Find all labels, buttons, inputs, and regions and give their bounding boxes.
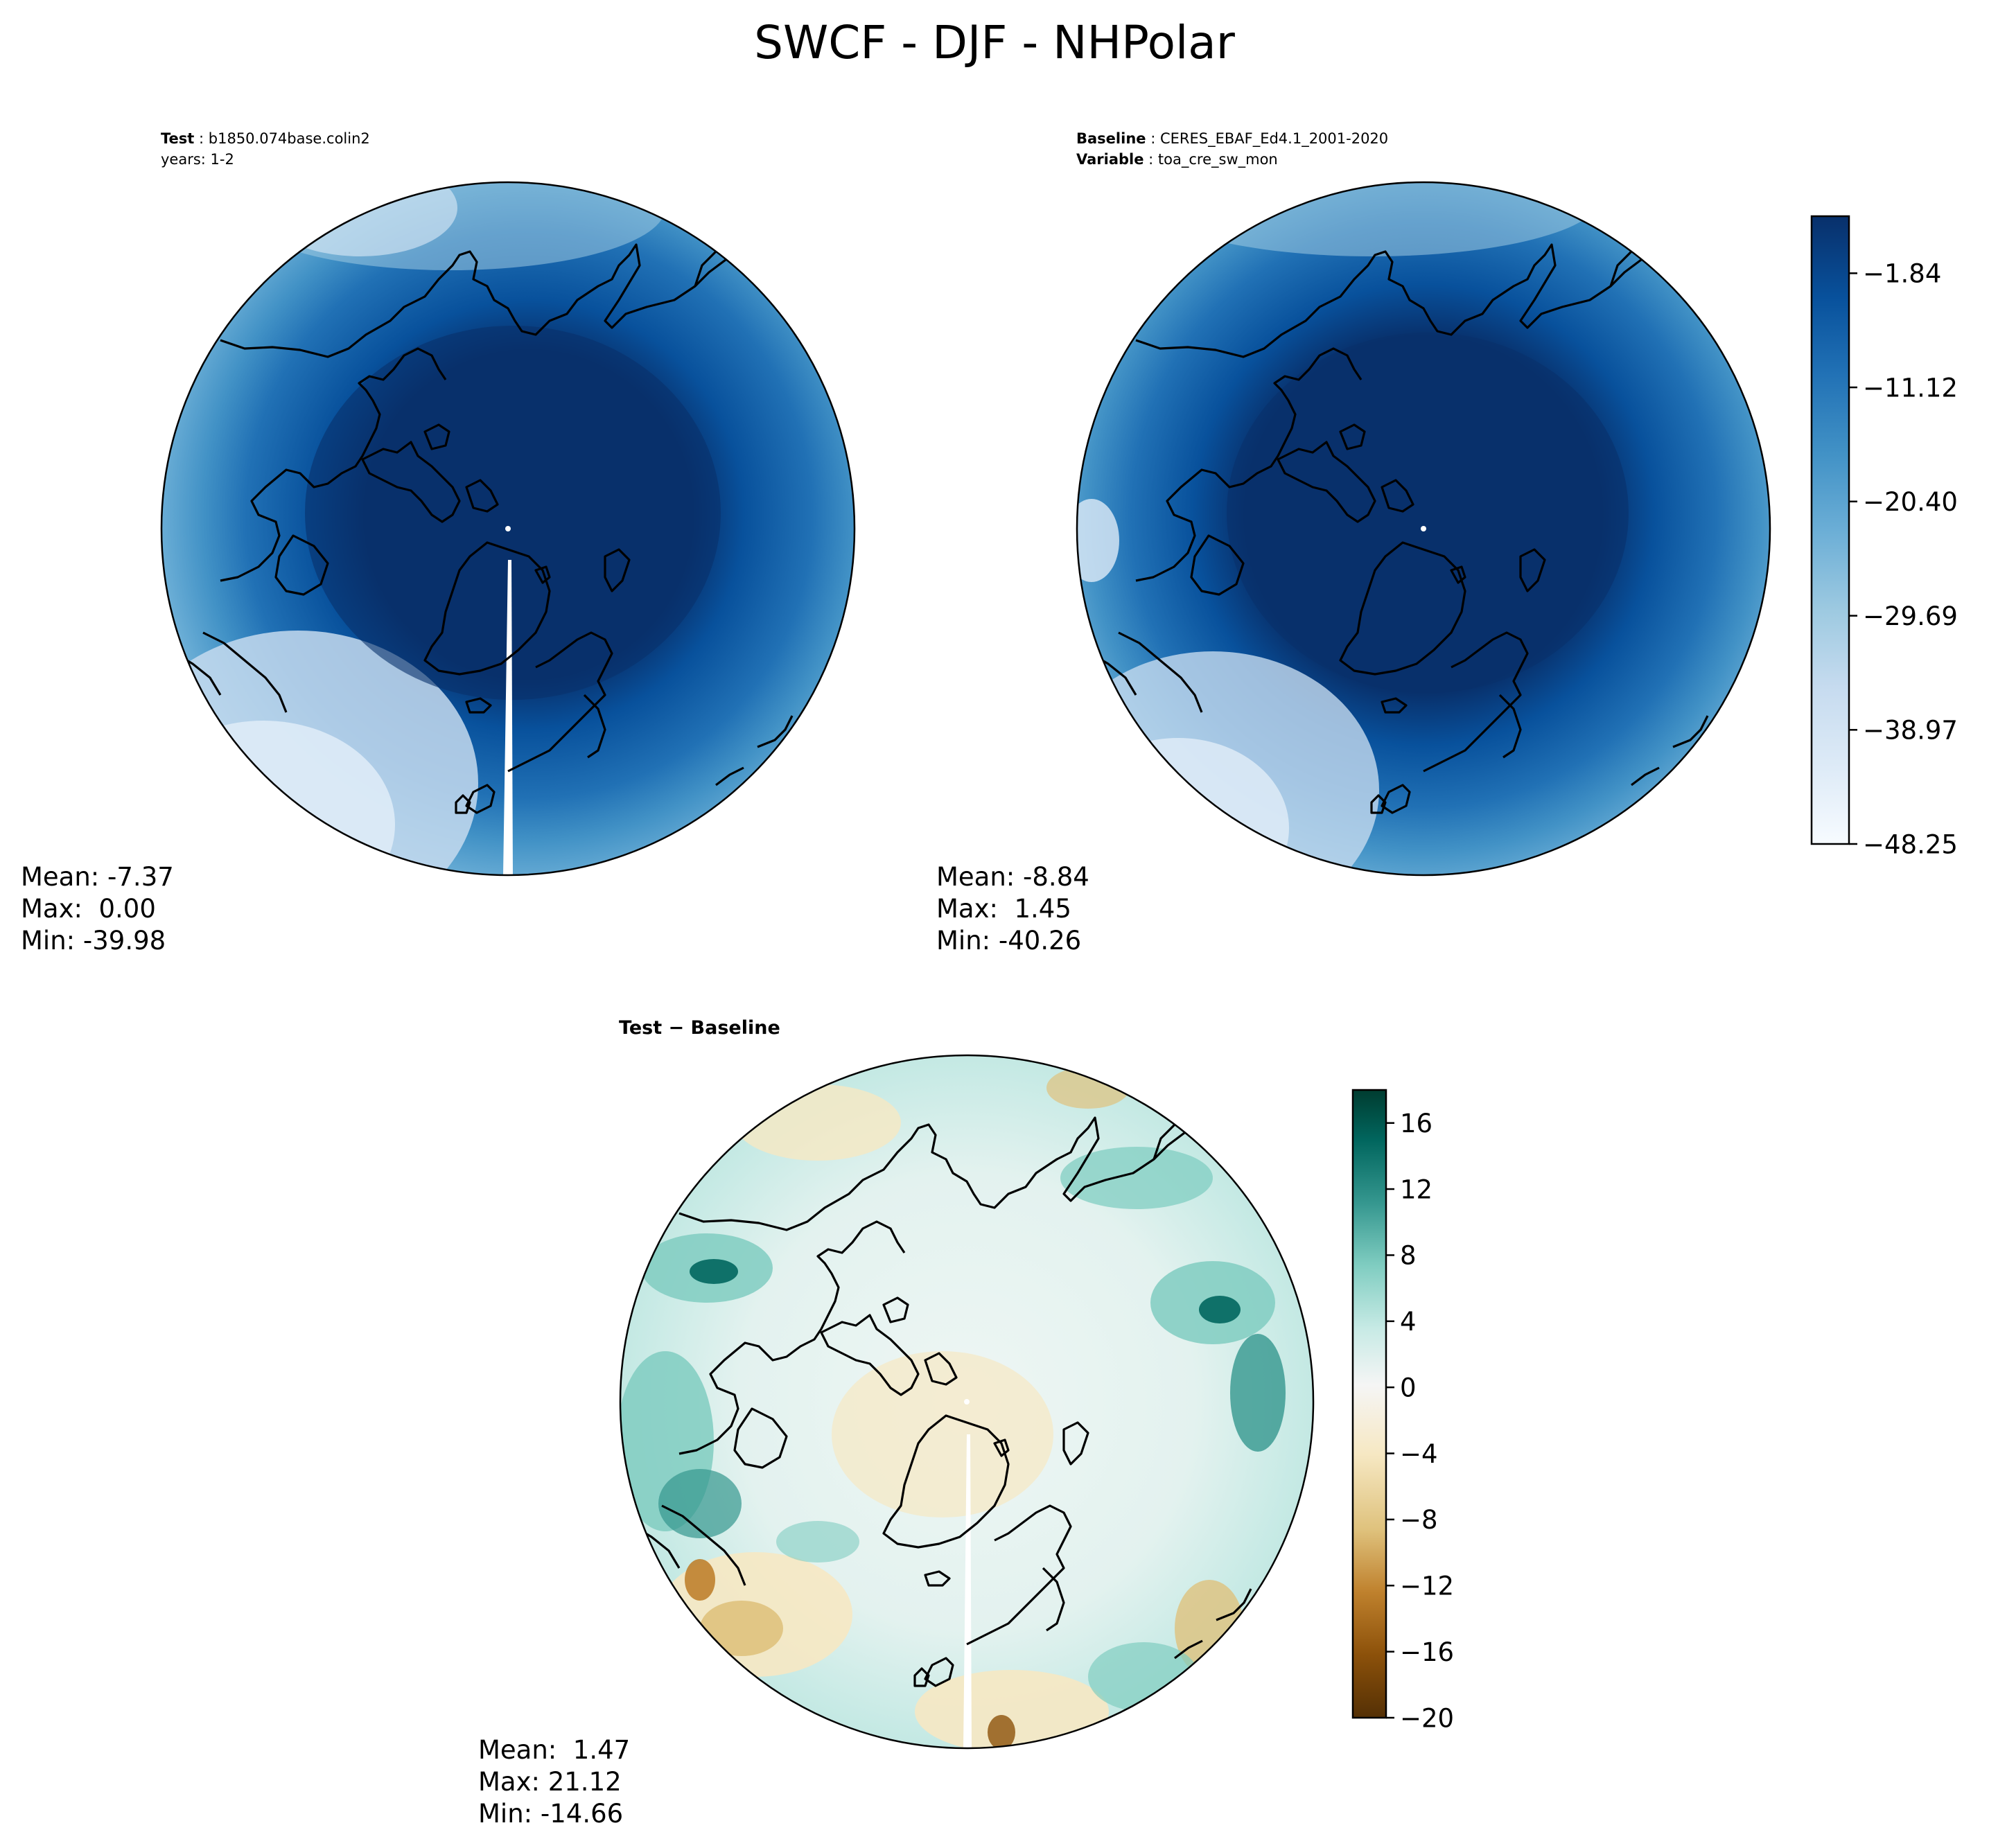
colorbar-tick-label: −20 — [1400, 1703, 1454, 1733]
diff-map — [619, 1054, 1315, 1750]
colorbar-tick-label: −4 — [1400, 1439, 1438, 1469]
diff-min: Min: -14.66 — [478, 1799, 624, 1829]
north-pole-marker — [505, 526, 511, 531]
colorbar-tick-label: −12 — [1400, 1572, 1454, 1601]
colorbar-tick-label: 8 — [1400, 1241, 1417, 1271]
variable-label-key: Variable — [1076, 151, 1144, 168]
diff-max: Max: 21.12 — [478, 1767, 622, 1797]
missing-data-wedge — [963, 1434, 972, 1748]
colorbar-blues: −1.84 −11.12 −20.40 −29.69 −38.97 −48.25 — [1810, 215, 1958, 859]
baseline-map-frame — [1076, 181, 1771, 877]
test-label-key: Test — [161, 130, 195, 147]
colorbar-tick-label: 0 — [1400, 1373, 1417, 1402]
diff-stats: Mean: 1.47 Max: 21.12 Min: -14.66 — [478, 1734, 630, 1830]
test-max: Max: 0.00 — [21, 894, 156, 924]
colorbar-tick-label: 4 — [1400, 1307, 1417, 1337]
colorbar-tick-label: −8 — [1400, 1505, 1438, 1535]
test-map-frame — [160, 181, 856, 877]
baseline-min: Min: -40.26 — [936, 926, 1082, 956]
colorbar-tick-label: 16 — [1400, 1109, 1432, 1138]
north-pole-marker — [1421, 526, 1426, 531]
test-map — [160, 181, 856, 877]
colorbar-tick-label: 12 — [1400, 1174, 1432, 1204]
north-pole-marker — [964, 1399, 970, 1405]
colorbar-tick-label: −38.97 — [1863, 716, 1958, 746]
colorbar-tick-label: −20.40 — [1863, 487, 1958, 517]
diff-mean: Mean: 1.47 — [478, 1735, 631, 1765]
test-mean: Mean: -7.37 — [21, 862, 174, 892]
test-years: years: 1-2 — [161, 151, 234, 168]
variable-label-value: toa_cre_sw_mon — [1157, 151, 1278, 168]
colorbar-brbg: 16 12 8 4 0 −4 −8 −12 −16 −20 — [1351, 1089, 1454, 1733]
baseline-mean: Mean: -8.84 — [936, 862, 1089, 892]
figure-title: SWCF - DJF - NHPolar — [754, 16, 1235, 69]
colorbar-tick-label: −48.25 — [1863, 829, 1958, 859]
baseline-label-value: CERES_EBAF_Ed4.1_2001-2020 — [1159, 130, 1389, 147]
baseline-meta: Baseline : CERES_EBAF_Ed4.1_2001-2020 Va… — [1076, 130, 1389, 168]
diff-title: Test − Baseline — [619, 1017, 780, 1039]
colorbar-tick-label: −11.12 — [1863, 373, 1958, 403]
test-label-value: b1850.074base.colin2 — [208, 130, 370, 147]
colorbar-tick-label: −29.69 — [1863, 601, 1958, 631]
baseline-map — [1076, 181, 1771, 877]
colorbar-tick-label: −1.84 — [1863, 259, 1941, 289]
missing-data-wedge — [503, 560, 513, 875]
test-stats: Mean: -7.37 Max: 0.00 Min: -39.98 — [21, 861, 174, 957]
test-min: Min: -39.98 — [21, 926, 166, 956]
baseline-label-key: Baseline — [1076, 130, 1146, 147]
test-meta: Test : b1850.074base.colin2 years: 1-2 — [161, 130, 370, 168]
diff-map-frame — [619, 1054, 1315, 1750]
colorbar-tick-label: −16 — [1400, 1637, 1454, 1667]
baseline-stats: Mean: -8.84 Max: 1.45 Min: -40.26 — [936, 861, 1089, 957]
baseline-max: Max: 1.45 — [936, 894, 1071, 924]
